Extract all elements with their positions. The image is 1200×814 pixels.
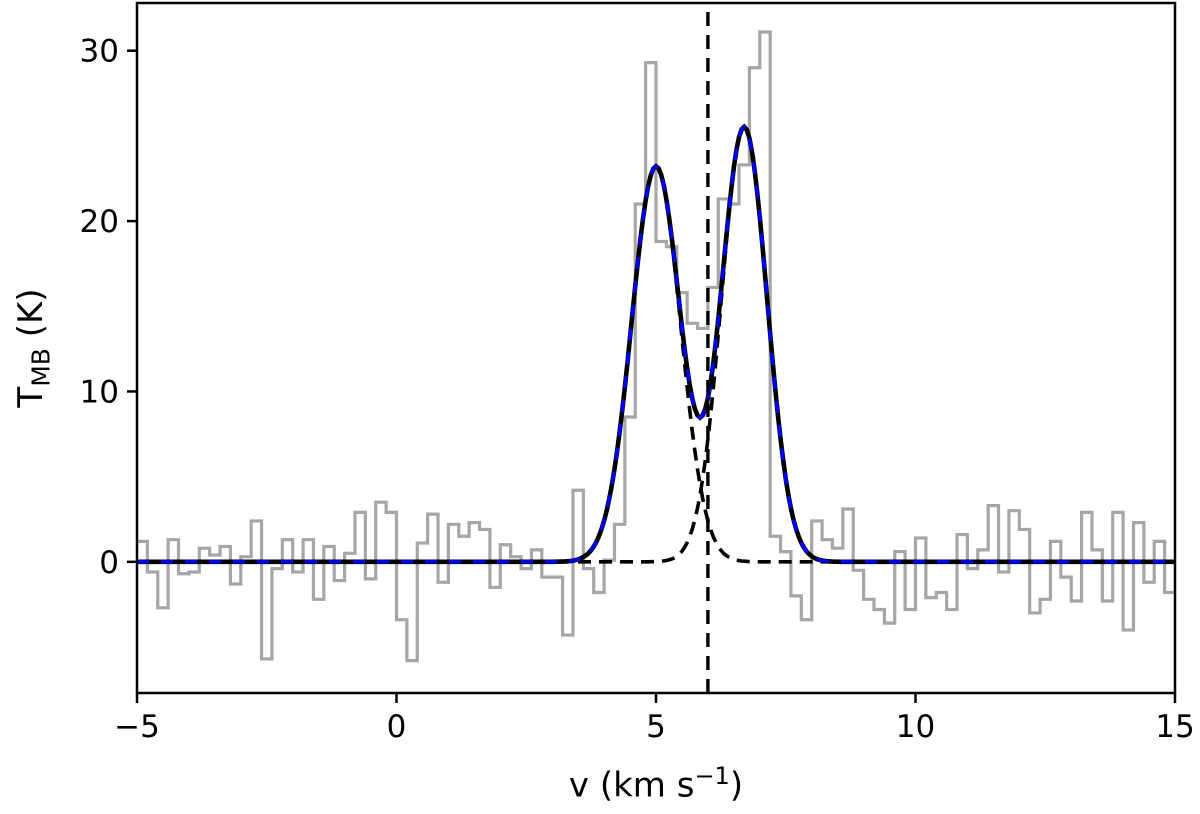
total-fit-overlay <box>137 124 1175 564</box>
y-axis-label-subscript: MB <box>26 348 56 387</box>
x-axis-label-text: v (km s <box>568 765 695 806</box>
y-axis-label-unit: (K) <box>10 288 51 349</box>
x-tick-label: 5 <box>646 709 666 745</box>
x-tick-label: −5 <box>114 709 160 745</box>
x-tick-label: 10 <box>896 709 935 745</box>
y-axis-label: TMB (K) <box>10 288 56 408</box>
x-axis-label-exponent: −1 <box>694 762 730 790</box>
y-tick-label: 30 <box>80 34 119 70</box>
y-tick-label: 10 <box>80 374 119 410</box>
y-tick-label: 20 <box>80 204 119 240</box>
x-tick-label: 0 <box>387 709 407 745</box>
x-tick-label: 15 <box>1155 709 1194 745</box>
y-tick-label: 0 <box>99 545 119 581</box>
x-axis-label-close: ) <box>729 765 744 806</box>
y-axis-label-text: T <box>10 386 51 408</box>
x-axis-label: v (km s−1) <box>569 763 743 805</box>
spectrum-histogram <box>137 30 1175 663</box>
